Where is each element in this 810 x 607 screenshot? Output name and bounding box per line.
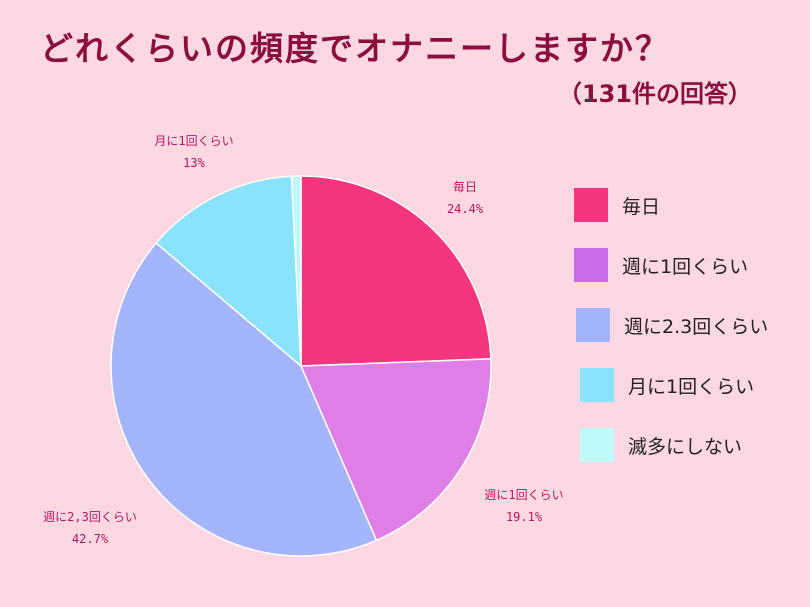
legend-item-weekly-once: 週に1回くらい (574, 248, 804, 308)
slice-label-weekly-once-value: 19.1% (505, 510, 543, 524)
legend-label-weekly-once: 週に1回くらい (622, 256, 749, 278)
slice-label-monthly: 月に1回くらい 13% (132, 130, 256, 174)
chart-title: どれくらいの頻度でオナニーしますか？ (40, 29, 670, 68)
legend-label-monthly: 月に1回くらい (628, 376, 755, 398)
pie-slice-daily (300, 175, 492, 367)
legend-label-weekly-2-3: 週に2.3回くらい (624, 316, 769, 338)
legend-item-rarely: 滅多にしない (574, 428, 804, 488)
legend-item-weekly-2-3: 週に2.3回くらい (574, 308, 804, 368)
slice-label-daily-value: 24.4% (446, 202, 484, 216)
slice-label-daily-name: 毎日 (452, 180, 477, 194)
legend-swatch-weekly-once (574, 248, 608, 282)
slice-label-weekly-once: 週に1回くらい 19.1% (464, 484, 584, 528)
slice-label-weekly-2-3-value: 42.7% (71, 532, 109, 546)
slice-label-monthly-name: 月に1回くらい (154, 134, 234, 148)
legend-swatch-weekly-2-3 (576, 308, 610, 342)
legend-label-daily: 毎日 (622, 196, 661, 218)
pie-slice-monthly (155, 175, 302, 368)
legend-item-monthly: 月に1回くらい (574, 368, 804, 428)
legend-swatch-rarely (580, 428, 614, 462)
chart-subtitle: （131件の回答） (557, 80, 752, 108)
legend-item-daily: 毎日 (574, 188, 804, 248)
slice-label-weekly-2-3: 週に2,3回くらい 42.7% (22, 506, 158, 550)
chart-legend: 毎日 週に1回くらい 週に2.3回くらい 月に1回くらい 滅多にしない (574, 188, 804, 488)
pie-slice-rarely (290, 175, 302, 367)
pie-slice-weekly-2-3 (110, 242, 378, 557)
pie-slice-weekly-once (299, 358, 492, 542)
legend-swatch-monthly (580, 368, 614, 402)
legend-label-rarely: 滅多にしない (628, 436, 743, 458)
slice-label-weekly-once-name: 週に1回くらい (484, 488, 564, 502)
slice-label-daily: 毎日 24.4% (420, 176, 510, 220)
slice-label-monthly-value: 13% (183, 156, 205, 170)
legend-swatch-daily (574, 188, 608, 222)
slice-label-weekly-2-3-name: 週に2,3回くらい (43, 510, 137, 524)
